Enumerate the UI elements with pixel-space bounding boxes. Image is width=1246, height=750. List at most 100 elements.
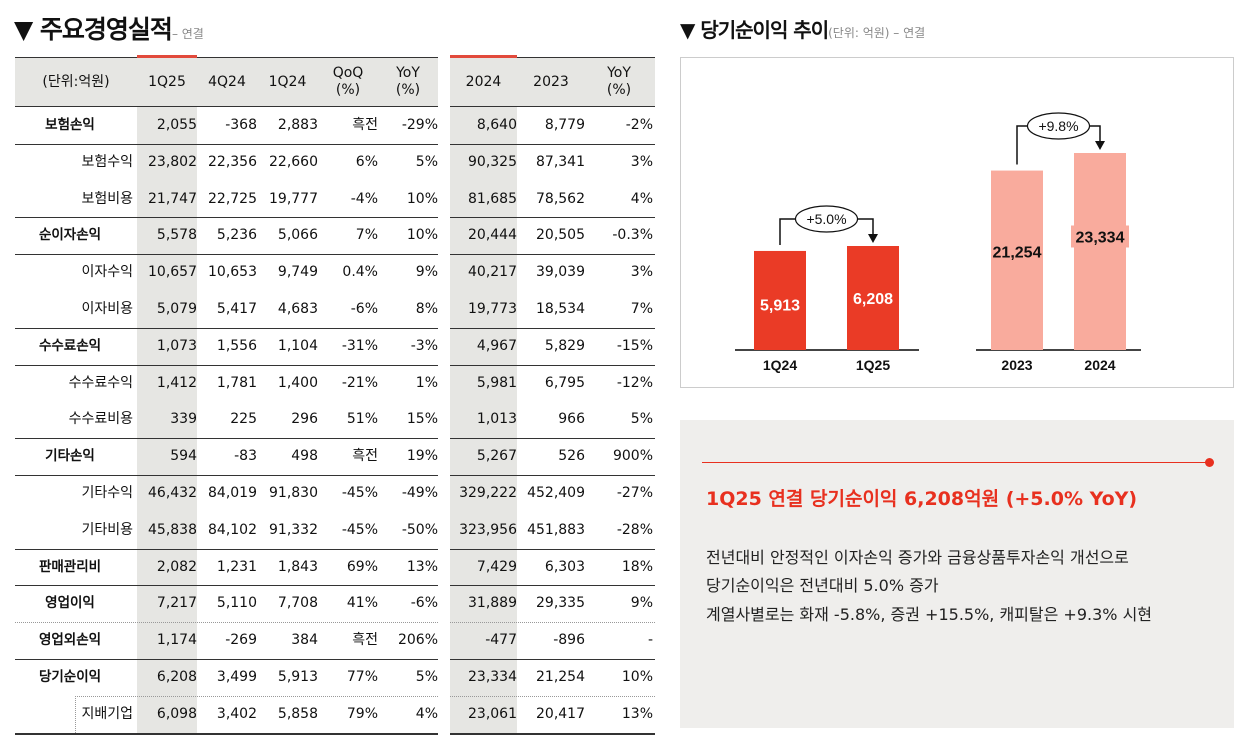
bar-1Q24: [754, 250, 806, 350]
table-title: ▼ 주요경영실적– 연결: [14, 15, 204, 44]
bar-1Q25: [847, 246, 899, 350]
table-cell: -6%: [350, 301, 378, 317]
table-cell: 9%: [415, 264, 438, 281]
table-cell: -477: [485, 632, 517, 649]
table-cell: -368: [225, 117, 257, 133]
table-cell: 20,444: [468, 227, 517, 244]
row-label: 기타손익: [45, 448, 95, 465]
table-cell: 흑전: [352, 632, 378, 649]
row-label: 기타수익: [81, 485, 133, 501]
table-cell: 5,858: [277, 705, 318, 722]
table-cell: 18,534: [536, 301, 585, 317]
value-label-bg: [1071, 225, 1129, 248]
table-cell: 69%: [346, 558, 378, 575]
table-cell: 452,409: [527, 485, 585, 501]
table-cell: -4%: [350, 190, 378, 207]
table-cell: -50%: [401, 521, 438, 538]
table-cell: 81,685: [468, 190, 517, 207]
table-cell: 흑전: [352, 448, 378, 465]
table-cell: 8,779: [544, 117, 585, 133]
table-cell: 5,267: [476, 448, 517, 465]
table-cell: 22,725: [208, 190, 257, 207]
table-cell: 3,499: [216, 669, 257, 685]
change-label: +9.8%: [1038, 118, 1078, 134]
change-label: +5.0%: [806, 211, 846, 227]
change-badge: [794, 205, 859, 233]
arrow-down-icon: [868, 234, 878, 243]
table-cell: 84,019: [208, 485, 257, 501]
arrow-down-icon: [1095, 141, 1105, 150]
value-label: 5,913: [760, 297, 800, 314]
table-cell: 41%: [346, 595, 378, 612]
change-badge: [1026, 112, 1091, 140]
table-cell: -896: [553, 632, 585, 649]
table-cell: 6,098: [156, 705, 197, 722]
table-cell: 5,578: [156, 227, 197, 244]
row-label: 보험수익: [81, 153, 133, 170]
table-cell: 8,640: [476, 117, 517, 133]
table-cell: 10%: [406, 227, 438, 244]
table-cell: 1,073: [156, 337, 197, 354]
table-cell: 79%: [346, 705, 378, 722]
value-label: 21,254: [993, 244, 1042, 261]
table-cell: 2,055: [156, 117, 197, 133]
summary-line: 계열사별로는 화재 -5.8%, 증권 +15.5%, 캐피탈은 +9.3% 시…: [706, 605, 1153, 624]
bar-2023: [991, 170, 1043, 350]
table-cell: 5,913: [277, 669, 318, 685]
table-cell: -12%: [616, 374, 653, 391]
table-cell: -6%: [410, 595, 438, 612]
table-cell: 19,777: [269, 190, 318, 207]
summary-line: 당기순이익은 전년대비 5.0% 증가: [706, 576, 939, 595]
column-header: QoQ (%): [332, 65, 364, 98]
table-cell: 91,332: [269, 521, 318, 538]
table-cell: 323,956: [459, 521, 517, 538]
table-cell: 91,830: [269, 485, 318, 501]
category-label: 1Q25: [856, 357, 890, 373]
table-cell: 23,334: [468, 669, 517, 685]
column-header: 1Q24: [268, 73, 307, 90]
table-cell: 1,400: [277, 374, 318, 391]
table-cell: 3%: [630, 153, 653, 170]
table-cell: 21,747: [148, 190, 197, 207]
table-cell: 966: [558, 411, 585, 428]
table-cell: 51%: [346, 411, 378, 428]
table-cell: 6%: [355, 153, 378, 170]
column-header: (단위:억원): [42, 73, 110, 90]
table-cell: 19%: [406, 448, 438, 465]
column-header: YoY (%): [395, 65, 421, 98]
table-cell: 3,402: [216, 705, 257, 722]
column-header: 4Q24: [208, 73, 246, 90]
table-cell: 5,236: [216, 227, 257, 244]
bar-2024: [1074, 153, 1126, 350]
column-header: 2024: [465, 73, 502, 90]
table-cell: 5%: [415, 153, 438, 170]
table-cell: -2%: [625, 117, 653, 133]
accent-line: [702, 462, 1208, 463]
category-label: 1Q24: [763, 357, 797, 373]
table-cell: 22,660: [269, 153, 318, 170]
table-cell: 10,653: [208, 264, 257, 281]
table-cell: -: [647, 632, 653, 649]
chart-svg: 5,913 1Q24 6,208 1Q25 +5.0% 21,254 2023 23,334 2…: [735, 112, 1141, 373]
row-label: 수수료비용: [68, 411, 133, 428]
table-cell: 3%: [630, 264, 653, 281]
table-cell: 2,082: [156, 558, 197, 575]
table-cell: 1,231: [216, 558, 257, 575]
table-cell: 900%: [612, 448, 653, 465]
row-label: 수수료손익: [38, 337, 102, 354]
table-cell: 225: [230, 411, 257, 428]
table-cell: 13%: [621, 705, 653, 722]
table-cell: 9%: [630, 595, 653, 612]
table-cell: 23,061: [468, 705, 517, 722]
table-cell: -21%: [341, 374, 378, 391]
chart-title: ▼ 당기순이익 추이(단위: 억원) – 연결: [680, 18, 926, 42]
table-cell: 20,417: [536, 705, 585, 722]
row-label: 이자수익: [81, 264, 133, 281]
table-cell: 5,829: [544, 337, 585, 354]
table-cell: 0.4%: [342, 264, 378, 281]
table-cell: 5,417: [216, 301, 257, 317]
table-cell: 22,356: [208, 153, 257, 170]
table-cell: 1,556: [216, 337, 257, 354]
row-label: 지배기업: [81, 705, 133, 722]
accent-dot: [1205, 458, 1214, 467]
